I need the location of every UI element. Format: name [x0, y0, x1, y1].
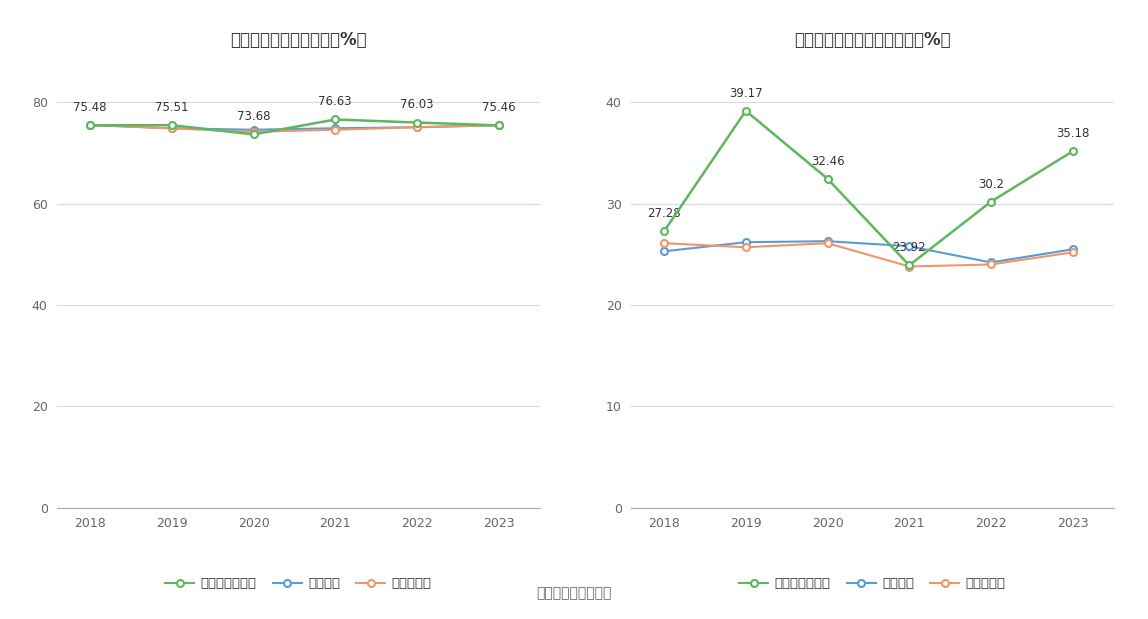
- Text: 76.03: 76.03: [401, 98, 434, 111]
- Text: 35.18: 35.18: [1056, 127, 1089, 140]
- Title: 近年来资产负债率情况（%）: 近年来资产负债率情况（%）: [230, 31, 367, 50]
- Text: 32.46: 32.46: [810, 155, 844, 168]
- Text: 数据来源：恒生聚源: 数据来源：恒生聚源: [536, 586, 612, 600]
- Title: 近年来有息资产负债率情况（%）: 近年来有息资产负债率情况（%）: [794, 31, 951, 50]
- Text: 76.63: 76.63: [318, 95, 352, 108]
- Text: 39.17: 39.17: [729, 87, 762, 100]
- Text: 73.68: 73.68: [236, 110, 270, 123]
- Text: 23.92: 23.92: [892, 241, 926, 254]
- Text: 75.46: 75.46: [482, 102, 515, 115]
- Legend: 公司资产负债率, 行业均値, 行业中位数: 公司资产负债率, 行业均値, 行业中位数: [160, 572, 437, 595]
- Text: 75.51: 75.51: [155, 101, 188, 114]
- Text: 75.48: 75.48: [73, 101, 107, 114]
- Text: 27.28: 27.28: [647, 207, 681, 220]
- Text: 30.2: 30.2: [978, 178, 1004, 191]
- Legend: 有息资产负债率, 行业均値, 行业中位数: 有息资产负债率, 行业均値, 行业中位数: [734, 572, 1011, 595]
